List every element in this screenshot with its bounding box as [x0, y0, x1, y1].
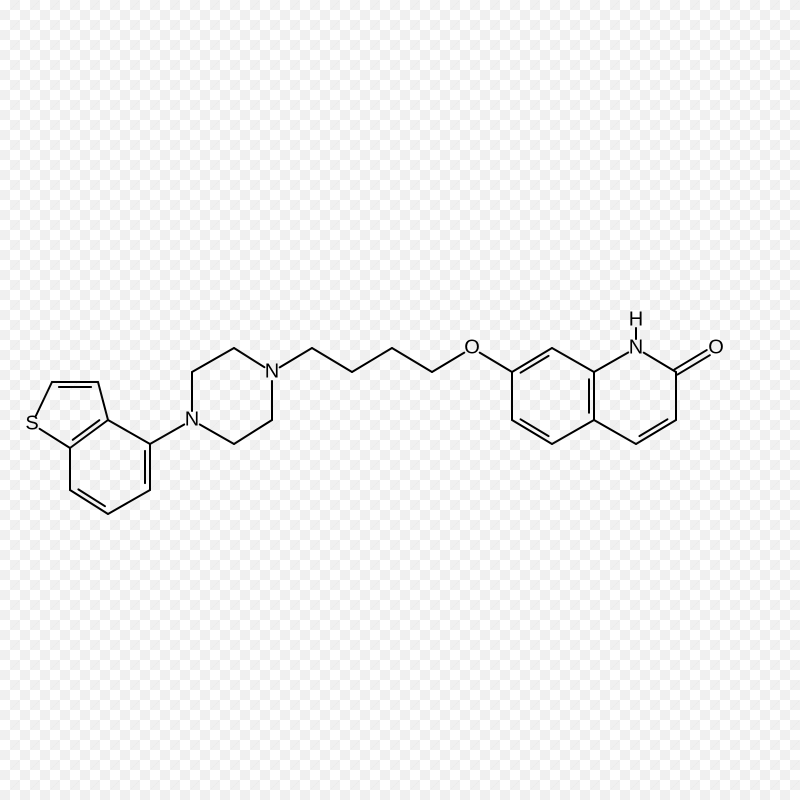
bond: [108, 420, 150, 444]
atom-label-h: H: [629, 308, 643, 330]
atom-label-n: N: [185, 408, 199, 430]
atom-label-s: S: [25, 412, 38, 434]
atom-label-o: O: [464, 336, 480, 358]
bond: [352, 348, 392, 372]
bond: [312, 348, 352, 372]
bond: [40, 429, 70, 448]
bond: [234, 420, 272, 444]
bond: [70, 420, 108, 448]
atom-label-o: O: [708, 336, 724, 358]
bond: [392, 348, 432, 372]
bond: [200, 424, 234, 444]
bond: [594, 420, 636, 444]
bond: [98, 382, 108, 420]
bond: [594, 352, 628, 372]
bond: [512, 420, 552, 444]
bond: [512, 348, 552, 372]
chemical-structure-diagram: SNNONHO: [0, 0, 800, 800]
bond: [552, 348, 594, 372]
bond: [636, 420, 676, 444]
atom-label-n: N: [629, 336, 643, 358]
bond: [70, 490, 108, 514]
bond: [192, 348, 234, 372]
bond: [150, 424, 184, 444]
bond: [480, 353, 512, 372]
bond: [552, 420, 594, 444]
bond: [108, 490, 150, 514]
bond: [432, 353, 464, 372]
bond: [234, 348, 264, 367]
bond: [644, 353, 676, 372]
atom-label-n: N: [265, 360, 279, 382]
bond: [36, 382, 52, 416]
bond: [280, 348, 312, 367]
